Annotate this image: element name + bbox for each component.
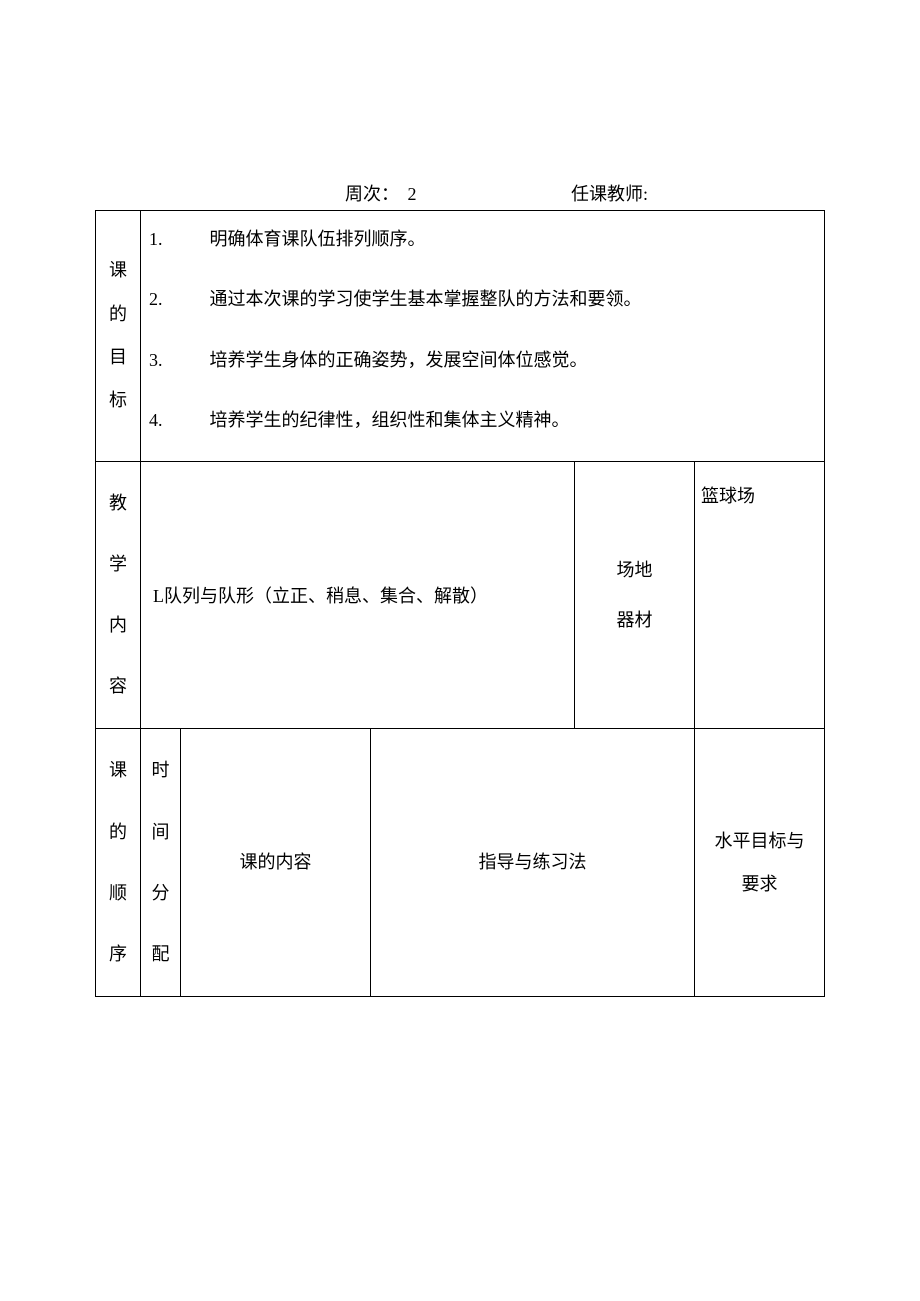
- label-char: 时: [145, 749, 176, 792]
- label-char: 容: [100, 665, 136, 708]
- guidance-header-cell: 指导与练习法: [371, 729, 695, 997]
- label-char: 学: [100, 543, 136, 586]
- objective-text: 明确体育课队伍排列顺序。: [210, 229, 426, 249]
- objective-number: 4.: [149, 404, 205, 436]
- objective-item: 3. 培养学生身体的正确姿势，发展空间体位感觉。: [149, 344, 816, 376]
- lesson-plan-table: 课 的 目 标 1. 明确体育课队伍排列顺序。 2. 通过本次课的学习使学生基本…: [95, 210, 825, 997]
- week-label: 周次：: [345, 180, 399, 206]
- header-row: 课 的 顺 序 时 间 分 配 课的内容 指导与练习法 水平目标与 要求: [96, 729, 825, 997]
- venue-label-line: 器材: [583, 595, 686, 645]
- label-char: 的: [100, 811, 136, 854]
- objective-number: 1.: [149, 223, 205, 255]
- objective-number: 2.: [149, 283, 205, 315]
- objective-item: 2. 通过本次课的学习使学生基本掌握整队的方法和要领。: [149, 283, 816, 315]
- sequence-label-cell: 课 的 顺 序: [96, 729, 141, 997]
- label-char: 内: [100, 604, 136, 647]
- label-char: 课: [100, 749, 136, 792]
- objective-text: 培养学生身体的正确姿势，发展空间体位感觉。: [210, 350, 588, 370]
- label-char: 分: [145, 872, 176, 915]
- venue-value-cell: 篮球场: [695, 461, 825, 729]
- objectives-label-cell: 课 的 目 标: [96, 211, 141, 462]
- label-char: 顺: [100, 872, 136, 915]
- label-char: 的: [100, 293, 136, 336]
- objective-item: 1. 明确体育课队伍排列顺序。: [149, 223, 816, 255]
- venue-value-text: 篮球场: [701, 486, 755, 506]
- objective-text: 通过本次课的学习使学生基本掌握整队的方法和要领。: [210, 289, 642, 309]
- header-line: 水平目标与: [703, 820, 816, 863]
- objective-item: 4. 培养学生的纪律性，组织性和集体主义精神。: [149, 404, 816, 436]
- objectives-content-cell: 1. 明确体育课队伍排列顺序。 2. 通过本次课的学习使学生基本掌握整队的方法和…: [141, 211, 825, 462]
- content-label-cell: 教 学 内 容: [96, 461, 141, 729]
- objectives-row: 课 的 目 标 1. 明确体育课队伍排列顺序。 2. 通过本次课的学习使学生基本…: [96, 211, 825, 462]
- objective-text: 培养学生的纪律性，组织性和集体主义精神。: [210, 410, 570, 430]
- header-line: 要求: [703, 863, 816, 906]
- requirements-header-cell: 水平目标与 要求: [695, 729, 825, 997]
- lesson-content-header-cell: 课的内容: [181, 729, 371, 997]
- label-char: 课: [100, 249, 136, 292]
- objectives-list: 1. 明确体育课队伍排列顺序。 2. 通过本次课的学习使学生基本掌握整队的方法和…: [149, 223, 816, 437]
- label-char: 配: [145, 933, 176, 976]
- content-row: 教 学 内 容 L队列与队形（立正、稍息、集合、解散） 场地 器材 篮球场: [96, 461, 825, 729]
- column-header-text: 课的内容: [240, 852, 312, 872]
- label-char: 目: [100, 336, 136, 379]
- label-char: 教: [100, 482, 136, 525]
- time-label-cell: 时 间 分 配: [141, 729, 181, 997]
- venue-label-line: 场地: [583, 545, 686, 595]
- column-header-text: 指导与练习法: [479, 852, 587, 872]
- objective-number: 3.: [149, 344, 205, 376]
- teaching-content-cell: L队列与队形（立正、稍息、集合、解散）: [141, 461, 575, 729]
- venue-label-cell: 场地 器材: [575, 461, 695, 729]
- document-header: 周次： 2 任课教师:: [95, 180, 825, 206]
- week-value: 2: [408, 184, 417, 205]
- teaching-content-text: L队列与队形（立正、稍息、集合、解散）: [153, 586, 488, 606]
- label-char: 标: [100, 379, 136, 422]
- teacher-label: 任课教师:: [571, 180, 648, 206]
- label-char: 间: [145, 811, 176, 854]
- label-char: 序: [100, 933, 136, 976]
